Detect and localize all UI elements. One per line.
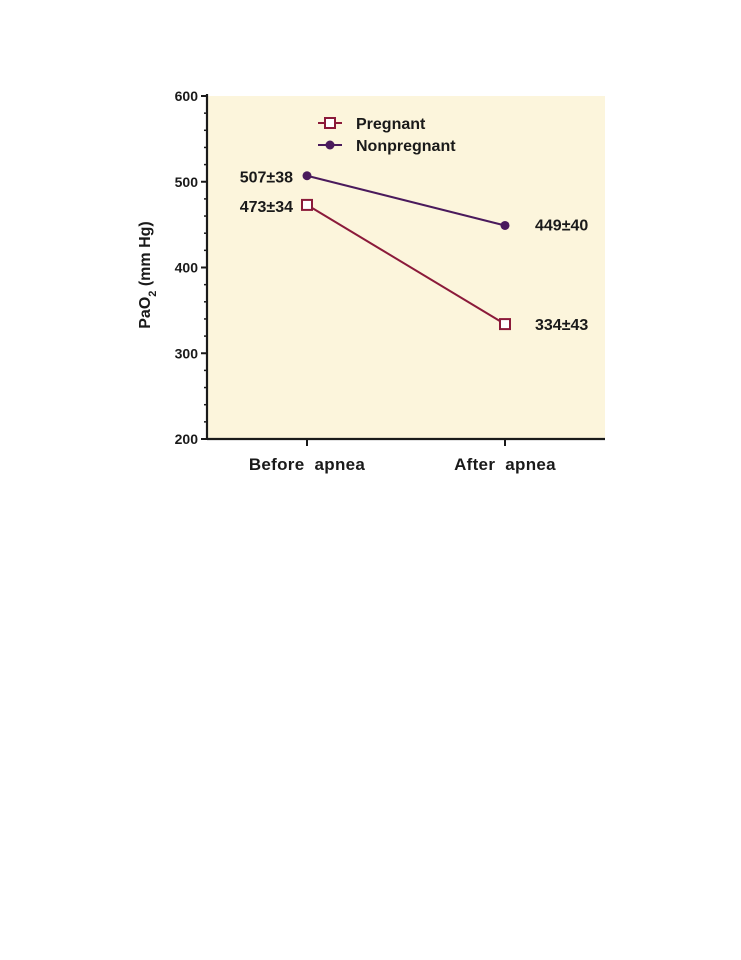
legend-label: Nonpregnant bbox=[356, 138, 456, 155]
x-tick-label: After apnea bbox=[454, 455, 556, 474]
legend-item-pregnant: Pregnant bbox=[318, 116, 426, 133]
y-tick-label: 300 bbox=[175, 345, 199, 361]
data-label: 449±40 bbox=[535, 217, 588, 234]
data-label: 473±34 bbox=[240, 199, 293, 216]
legend: Pregnant Nonpregnant bbox=[318, 116, 456, 155]
series-pregnant: 473±34 334±43 bbox=[240, 198, 588, 334]
legend-label: Pregnant bbox=[356, 116, 426, 133]
legend-square-marker bbox=[324, 117, 336, 129]
data-point-square bbox=[301, 198, 313, 211]
y-tick-label: 600 bbox=[175, 88, 199, 104]
series-layer: 473±34 334±43 507±38 449±40 bbox=[240, 170, 589, 334]
legend-item-nonpregnant: Nonpregnant bbox=[318, 138, 456, 155]
y-axis: 200 300 400 500 600 bbox=[175, 88, 209, 447]
y-axis-label: PaO2 (mm Hg) bbox=[137, 221, 159, 328]
data-point-circle bbox=[500, 220, 510, 230]
series-nonpregnant: 507±38 449±40 bbox=[240, 170, 589, 235]
data-label: 507±38 bbox=[240, 170, 293, 187]
legend-circle-marker bbox=[325, 140, 335, 150]
x-axis: Before apnea After apnea bbox=[207, 437, 605, 474]
y-tick-label: 500 bbox=[175, 174, 199, 190]
data-point-circle bbox=[302, 171, 312, 181]
y-tick-label: 400 bbox=[175, 260, 199, 276]
x-tick-label: Before apnea bbox=[249, 455, 366, 474]
series-line bbox=[306, 174, 506, 227]
data-point-square bbox=[499, 318, 511, 331]
data-label: 334±43 bbox=[535, 317, 588, 334]
series-line bbox=[306, 204, 506, 325]
plot-area bbox=[207, 96, 605, 439]
y-tick-label: 200 bbox=[175, 431, 199, 447]
